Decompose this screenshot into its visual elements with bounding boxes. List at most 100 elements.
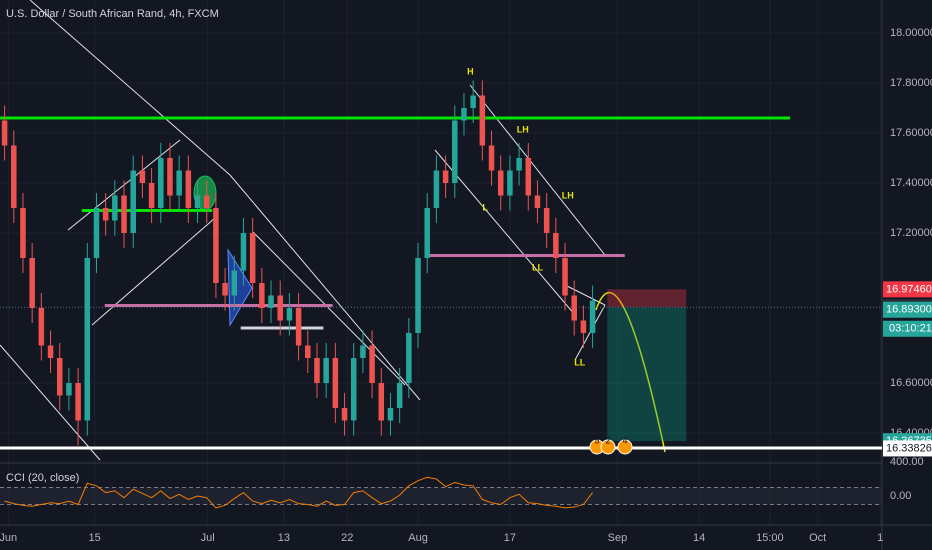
candle-body [194, 195, 201, 208]
candle-body [543, 208, 550, 233]
candle-body [396, 383, 403, 408]
x-tick-label: 14 [693, 532, 705, 544]
y-tick-label: 17.60000 [890, 127, 932, 139]
x-tick-label: Jun [0, 532, 17, 544]
x-tick-label: Aug [408, 532, 428, 544]
channel-line [91, 217, 216, 326]
price-label-bg [883, 301, 932, 318]
candle-body [20, 208, 26, 258]
candle-body [534, 195, 541, 208]
x-tick-label: 17 [504, 532, 516, 544]
candle-body [516, 158, 522, 171]
countdown: 03:10:21 [889, 323, 932, 335]
candle-body [148, 183, 155, 208]
pattern-label: H [467, 66, 474, 76]
candle-body [286, 308, 293, 321]
trend-line [252, 231, 406, 386]
candle-body [277, 295, 283, 321]
candle-body [176, 170, 182, 196]
candle-body [1, 120, 8, 146]
candle-body [84, 258, 91, 421]
candle-body [249, 233, 256, 283]
channel-line [434, 149, 576, 316]
event-label: 2 [605, 435, 610, 445]
candle-body [442, 170, 449, 183]
candle-body [47, 345, 54, 358]
candle-body [461, 108, 467, 121]
candle-body [259, 283, 265, 308]
candle-body [488, 145, 495, 171]
x-tick-label: 22 [341, 532, 353, 544]
x-tick-label: 13 [278, 532, 290, 544]
candle-body [305, 345, 311, 358]
candle-body [139, 170, 146, 183]
candle-body [387, 408, 394, 421]
y-tick-label: 400.00 [890, 456, 924, 468]
candle-body [341, 408, 348, 421]
trend-line [229, 174, 421, 401]
candle-body [571, 295, 577, 321]
candle-body [121, 195, 127, 233]
candle-body [507, 170, 513, 196]
candle-body [424, 208, 430, 258]
pattern-label: L [482, 202, 488, 212]
candle-body [185, 170, 192, 208]
candle-body [213, 208, 219, 283]
y-tick-label: 17.80000 [890, 77, 932, 89]
candle-body [102, 208, 109, 221]
forecast-curve [595, 291, 666, 453]
candle-body [112, 195, 118, 221]
candle-body [433, 170, 440, 208]
event-label: 5 [594, 435, 599, 445]
candle-body [525, 158, 532, 196]
pattern-label: LH [562, 190, 574, 200]
candle-body [378, 383, 385, 421]
price-label-bg [883, 440, 932, 457]
x-tick-label: 1 [877, 532, 883, 544]
candle-body [240, 233, 247, 271]
candle-body [369, 345, 375, 383]
y-tick-label: 18.00000 [890, 27, 932, 39]
candle-body [406, 333, 412, 383]
candle-body [38, 308, 45, 346]
candle-body [452, 120, 458, 183]
x-tick-label: 15 [89, 532, 101, 544]
candle-body [66, 383, 72, 396]
candle-body [553, 233, 559, 258]
candle-body [470, 95, 476, 108]
candle-body [332, 358, 339, 408]
candle-body [11, 145, 17, 208]
x-tick-label: Sep [608, 532, 628, 544]
candle-body [268, 295, 274, 308]
candle-body [360, 345, 366, 358]
target-zone [607, 307, 687, 442]
y-tick-label: 17.20000 [890, 227, 932, 239]
candle-body [350, 358, 357, 421]
trend-line [0, 344, 101, 461]
y-tick-label: 16.60000 [890, 377, 932, 389]
pattern-label: LL [532, 262, 543, 272]
candle-body [222, 283, 228, 296]
y-tick-label: 17.40000 [890, 177, 932, 189]
event-label: 4 [622, 435, 627, 445]
price-label: 16.97460 [886, 283, 932, 295]
candle-body [589, 300, 596, 333]
x-tick-label: 15:00 [756, 532, 784, 544]
event-icon [600, 439, 616, 455]
cci-line [4, 476, 593, 509]
indicator-title: CCI (20, close) [6, 472, 79, 484]
drawings [0, 0, 666, 461]
candle-body [203, 195, 210, 208]
x-tick-label: Oct [809, 532, 826, 544]
candle-body [167, 158, 173, 196]
candle-body [497, 170, 504, 196]
countdown-bg [883, 320, 932, 337]
candle-body [415, 258, 421, 333]
channel-line [469, 84, 606, 256]
cci-band [0, 487, 882, 505]
candle-body [231, 270, 238, 296]
chart-title: U.S. Dollar / South African Rand, 4h, FX… [6, 8, 219, 20]
price-label: 16.33826 [886, 442, 932, 454]
